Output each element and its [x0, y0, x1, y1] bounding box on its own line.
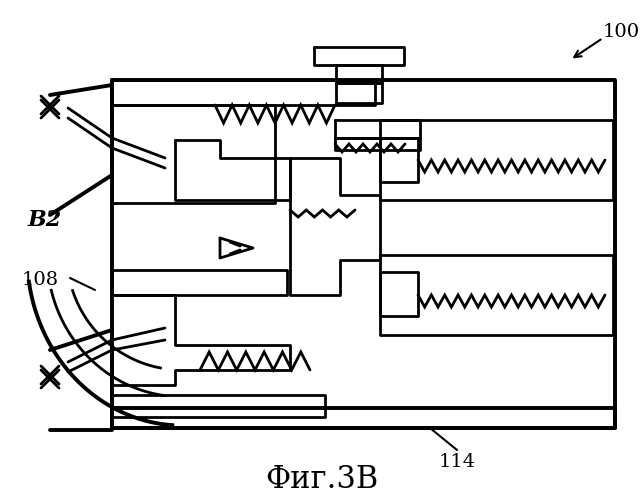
- Text: Фиг.3В: Фиг.3В: [266, 464, 379, 496]
- Text: B2: B2: [28, 209, 62, 231]
- Text: 108: 108: [22, 271, 59, 289]
- Text: 114: 114: [439, 453, 476, 471]
- Text: 100: 100: [603, 23, 640, 41]
